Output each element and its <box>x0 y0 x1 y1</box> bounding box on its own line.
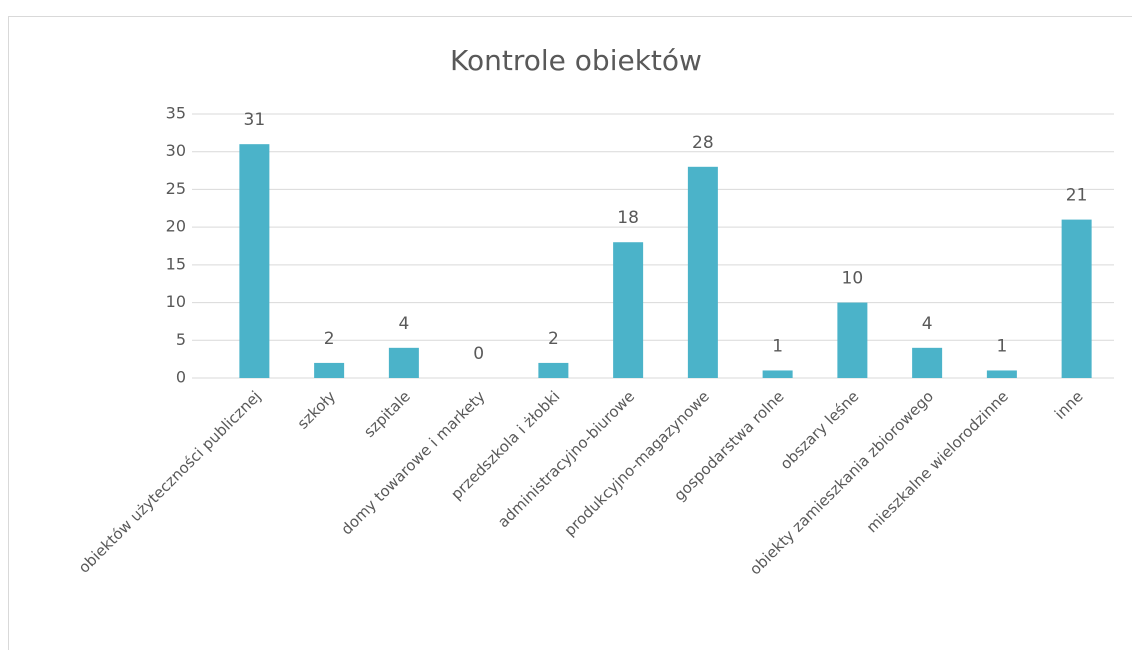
y-tick-label: 0 <box>176 368 186 387</box>
y-tick-label: 30 <box>166 141 186 160</box>
data-label: 2 <box>324 329 335 349</box>
bar <box>837 302 868 378</box>
data-label: 21 <box>1066 186 1088 206</box>
data-label: 4 <box>398 314 409 334</box>
data-label: 10 <box>842 269 864 289</box>
y-tick-label: 20 <box>166 217 186 236</box>
data-label: 1 <box>772 336 783 356</box>
chart-border <box>8 16 1132 650</box>
data-label: 18 <box>617 208 639 228</box>
bar <box>1061 219 1092 378</box>
y-tick-label: 5 <box>176 330 186 349</box>
y-tick-label: 25 <box>166 179 186 198</box>
bar <box>613 242 644 378</box>
bar <box>986 370 1017 378</box>
y-tick-label: 10 <box>166 292 186 311</box>
data-label: 0 <box>473 344 484 364</box>
data-label: 28 <box>692 133 714 153</box>
data-label: 2 <box>548 329 559 349</box>
bar <box>687 166 718 378</box>
bar <box>239 144 270 378</box>
chart-title: Kontrole obiektów <box>450 44 702 77</box>
y-tick-label: 35 <box>166 104 186 123</box>
bar <box>538 362 569 378</box>
bar <box>314 362 345 378</box>
data-label: 1 <box>996 336 1007 356</box>
bar <box>762 370 793 378</box>
data-label: 31 <box>244 110 266 130</box>
bar <box>912 347 943 378</box>
y-tick-label: 15 <box>166 254 186 273</box>
bar <box>388 347 419 378</box>
data-label: 4 <box>922 314 933 334</box>
